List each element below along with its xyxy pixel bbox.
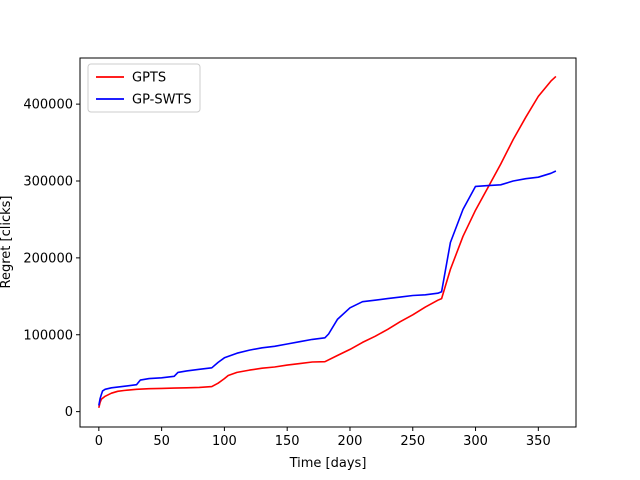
y-tick-label: 100000: [23, 328, 73, 343]
legend-label-gpts: GPTS: [132, 71, 166, 86]
x-tick-label: 350: [526, 434, 551, 449]
x-tick-label: 50: [153, 434, 170, 449]
series-line-gpts: [98, 75, 557, 408]
x-tick-label: 0: [95, 434, 103, 449]
y-tick-label: 300000: [23, 175, 73, 190]
x-tick-label: 200: [338, 434, 363, 449]
x-tick-label: 100: [212, 434, 237, 449]
series-lines: [98, 75, 557, 408]
y-tick-label: 200000: [23, 251, 73, 266]
y-tick-label: 400000: [23, 98, 73, 113]
legend: GPTS GP-SWTS: [87, 63, 201, 113]
x-tick-label: 150: [275, 434, 300, 449]
plot-area: [80, 58, 576, 427]
y-axis-ticks: 0 100000 200000 300000 400000: [23, 98, 80, 420]
x-tick-label: 250: [400, 434, 425, 449]
series-line-gp-swts: [98, 170, 557, 406]
y-tick-label: 0: [65, 405, 73, 420]
legend-label-gp-swts: GP-SWTS: [132, 93, 192, 108]
x-tick-label: 300: [463, 434, 488, 449]
plot-frame: [79, 57, 577, 428]
x-axis-ticks: 0 50 100 150 200 250 300 350: [95, 427, 551, 449]
x-axis-label: Time [days]: [289, 456, 367, 471]
y-axis-label: Regret [clicks]: [0, 196, 14, 289]
legend-box: [87, 63, 201, 113]
